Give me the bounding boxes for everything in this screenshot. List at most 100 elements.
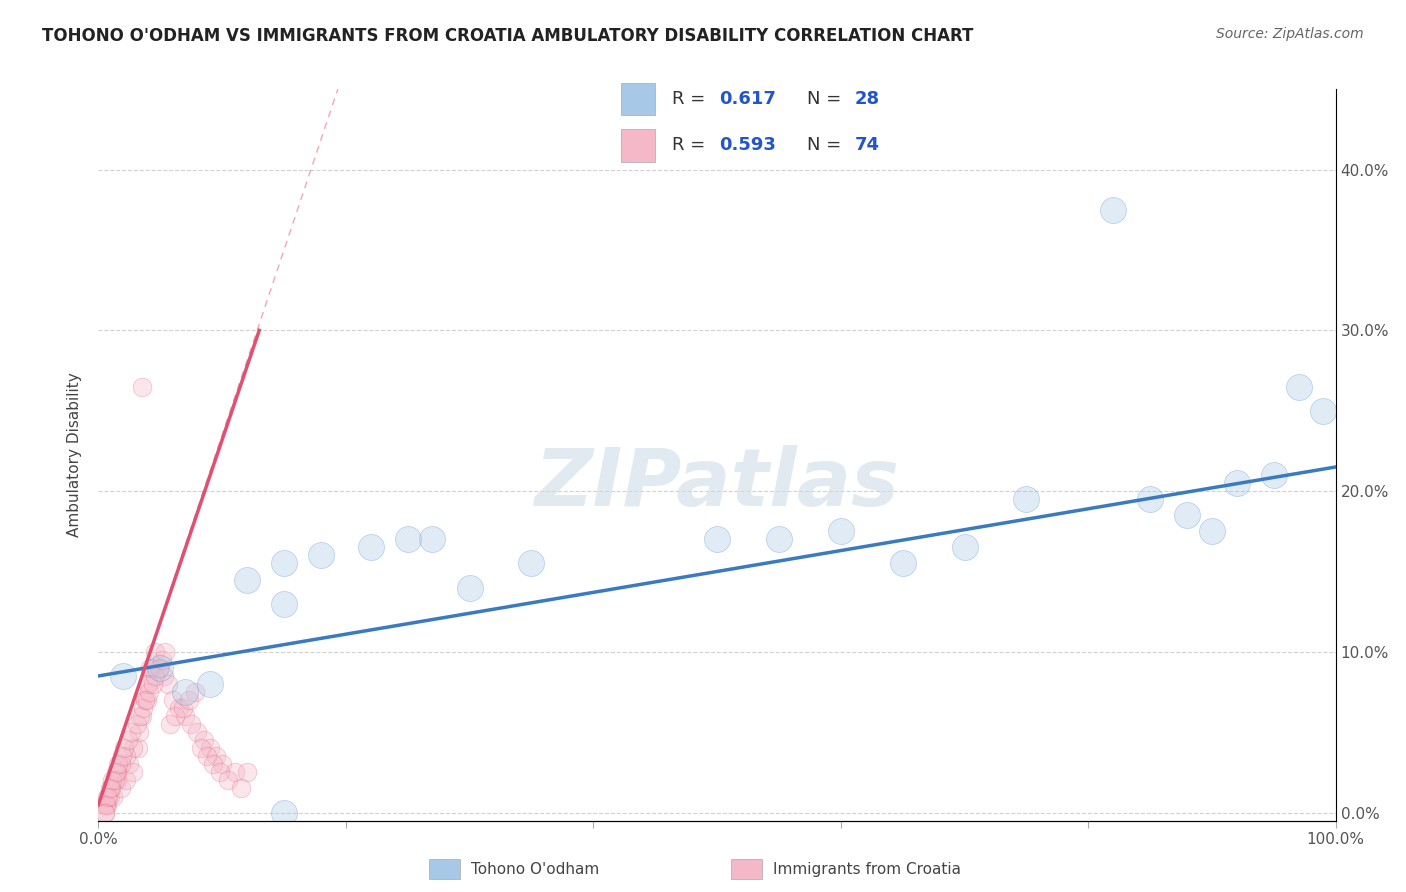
- Point: [148, 661, 170, 675]
- Text: ZIPatlas: ZIPatlas: [534, 445, 900, 524]
- Point: [205, 749, 228, 764]
- Point: [1175, 508, 1198, 523]
- Point: [103, 789, 125, 804]
- Text: 0.593: 0.593: [720, 136, 776, 154]
- Point: [1263, 468, 1285, 483]
- Point: [273, 597, 295, 611]
- Point: [768, 533, 790, 547]
- Point: [211, 757, 233, 772]
- Point: [236, 765, 259, 780]
- Point: [174, 709, 197, 723]
- Point: [208, 765, 231, 780]
- Point: [422, 533, 444, 547]
- Point: [195, 749, 218, 764]
- Point: [273, 557, 295, 571]
- Text: 74: 74: [855, 136, 879, 154]
- Point: [142, 677, 165, 691]
- Text: R =: R =: [672, 90, 706, 108]
- FancyBboxPatch shape: [621, 83, 655, 115]
- Point: [143, 645, 166, 659]
- Point: [141, 661, 163, 675]
- Point: [97, 789, 120, 804]
- Point: [155, 645, 177, 659]
- Point: [112, 741, 135, 756]
- Point: [149, 661, 172, 675]
- Text: Tohono O'odham: Tohono O'odham: [471, 863, 599, 877]
- Point: [186, 725, 208, 739]
- Point: [202, 757, 225, 772]
- FancyBboxPatch shape: [621, 128, 655, 161]
- Text: 0.617: 0.617: [720, 90, 776, 108]
- Point: [128, 725, 150, 739]
- Point: [165, 709, 187, 723]
- Point: [127, 741, 149, 756]
- Point: [93, 797, 115, 812]
- Point: [96, 789, 118, 804]
- Point: [180, 717, 202, 731]
- Point: [150, 653, 173, 667]
- Point: [129, 709, 152, 723]
- Point: [93, 805, 115, 820]
- Point: [167, 701, 190, 715]
- Point: [132, 701, 155, 715]
- Point: [98, 789, 121, 804]
- Point: [105, 765, 128, 780]
- Point: [1226, 476, 1249, 491]
- Point: [94, 797, 117, 812]
- Point: [111, 749, 134, 764]
- Point: [122, 741, 145, 756]
- Point: [98, 781, 121, 796]
- Point: [110, 757, 132, 772]
- Point: [117, 733, 139, 747]
- Point: [309, 549, 332, 563]
- Point: [122, 765, 145, 780]
- Point: [139, 661, 162, 675]
- Point: [112, 669, 135, 683]
- Point: [174, 685, 197, 699]
- Text: 28: 28: [855, 90, 879, 108]
- Point: [114, 749, 136, 764]
- Point: [156, 677, 179, 691]
- Point: [118, 757, 141, 772]
- Point: [172, 701, 194, 715]
- Point: [184, 685, 207, 699]
- Point: [135, 693, 157, 707]
- Point: [830, 524, 852, 539]
- Point: [120, 725, 142, 739]
- Text: Source: ZipAtlas.com: Source: ZipAtlas.com: [1216, 27, 1364, 41]
- Point: [100, 781, 122, 796]
- Point: [198, 741, 221, 756]
- Point: [149, 661, 172, 675]
- Point: [107, 757, 129, 772]
- Point: [193, 733, 215, 747]
- Point: [1201, 524, 1223, 539]
- Point: [891, 557, 914, 571]
- Point: [105, 773, 128, 788]
- Text: Immigrants from Croatia: Immigrants from Croatia: [773, 863, 962, 877]
- Point: [131, 379, 153, 393]
- Point: [177, 693, 200, 707]
- Point: [136, 677, 159, 691]
- Point: [159, 717, 181, 731]
- Point: [224, 765, 246, 780]
- Point: [360, 541, 382, 555]
- Point: [520, 557, 543, 571]
- Text: R =: R =: [672, 136, 706, 154]
- Point: [143, 669, 166, 683]
- Point: [217, 773, 239, 788]
- Point: [706, 533, 728, 547]
- Point: [134, 693, 156, 707]
- Point: [229, 781, 252, 796]
- Point: [273, 805, 295, 820]
- Text: N =: N =: [807, 136, 841, 154]
- Point: [162, 693, 184, 707]
- Point: [1015, 492, 1038, 507]
- Point: [103, 773, 125, 788]
- Y-axis label: Ambulatory Disability: Ambulatory Disability: [67, 373, 83, 537]
- Point: [1102, 202, 1125, 217]
- Point: [1288, 379, 1310, 393]
- Point: [114, 773, 136, 788]
- Point: [953, 541, 976, 555]
- Point: [236, 573, 259, 587]
- Text: N =: N =: [807, 90, 841, 108]
